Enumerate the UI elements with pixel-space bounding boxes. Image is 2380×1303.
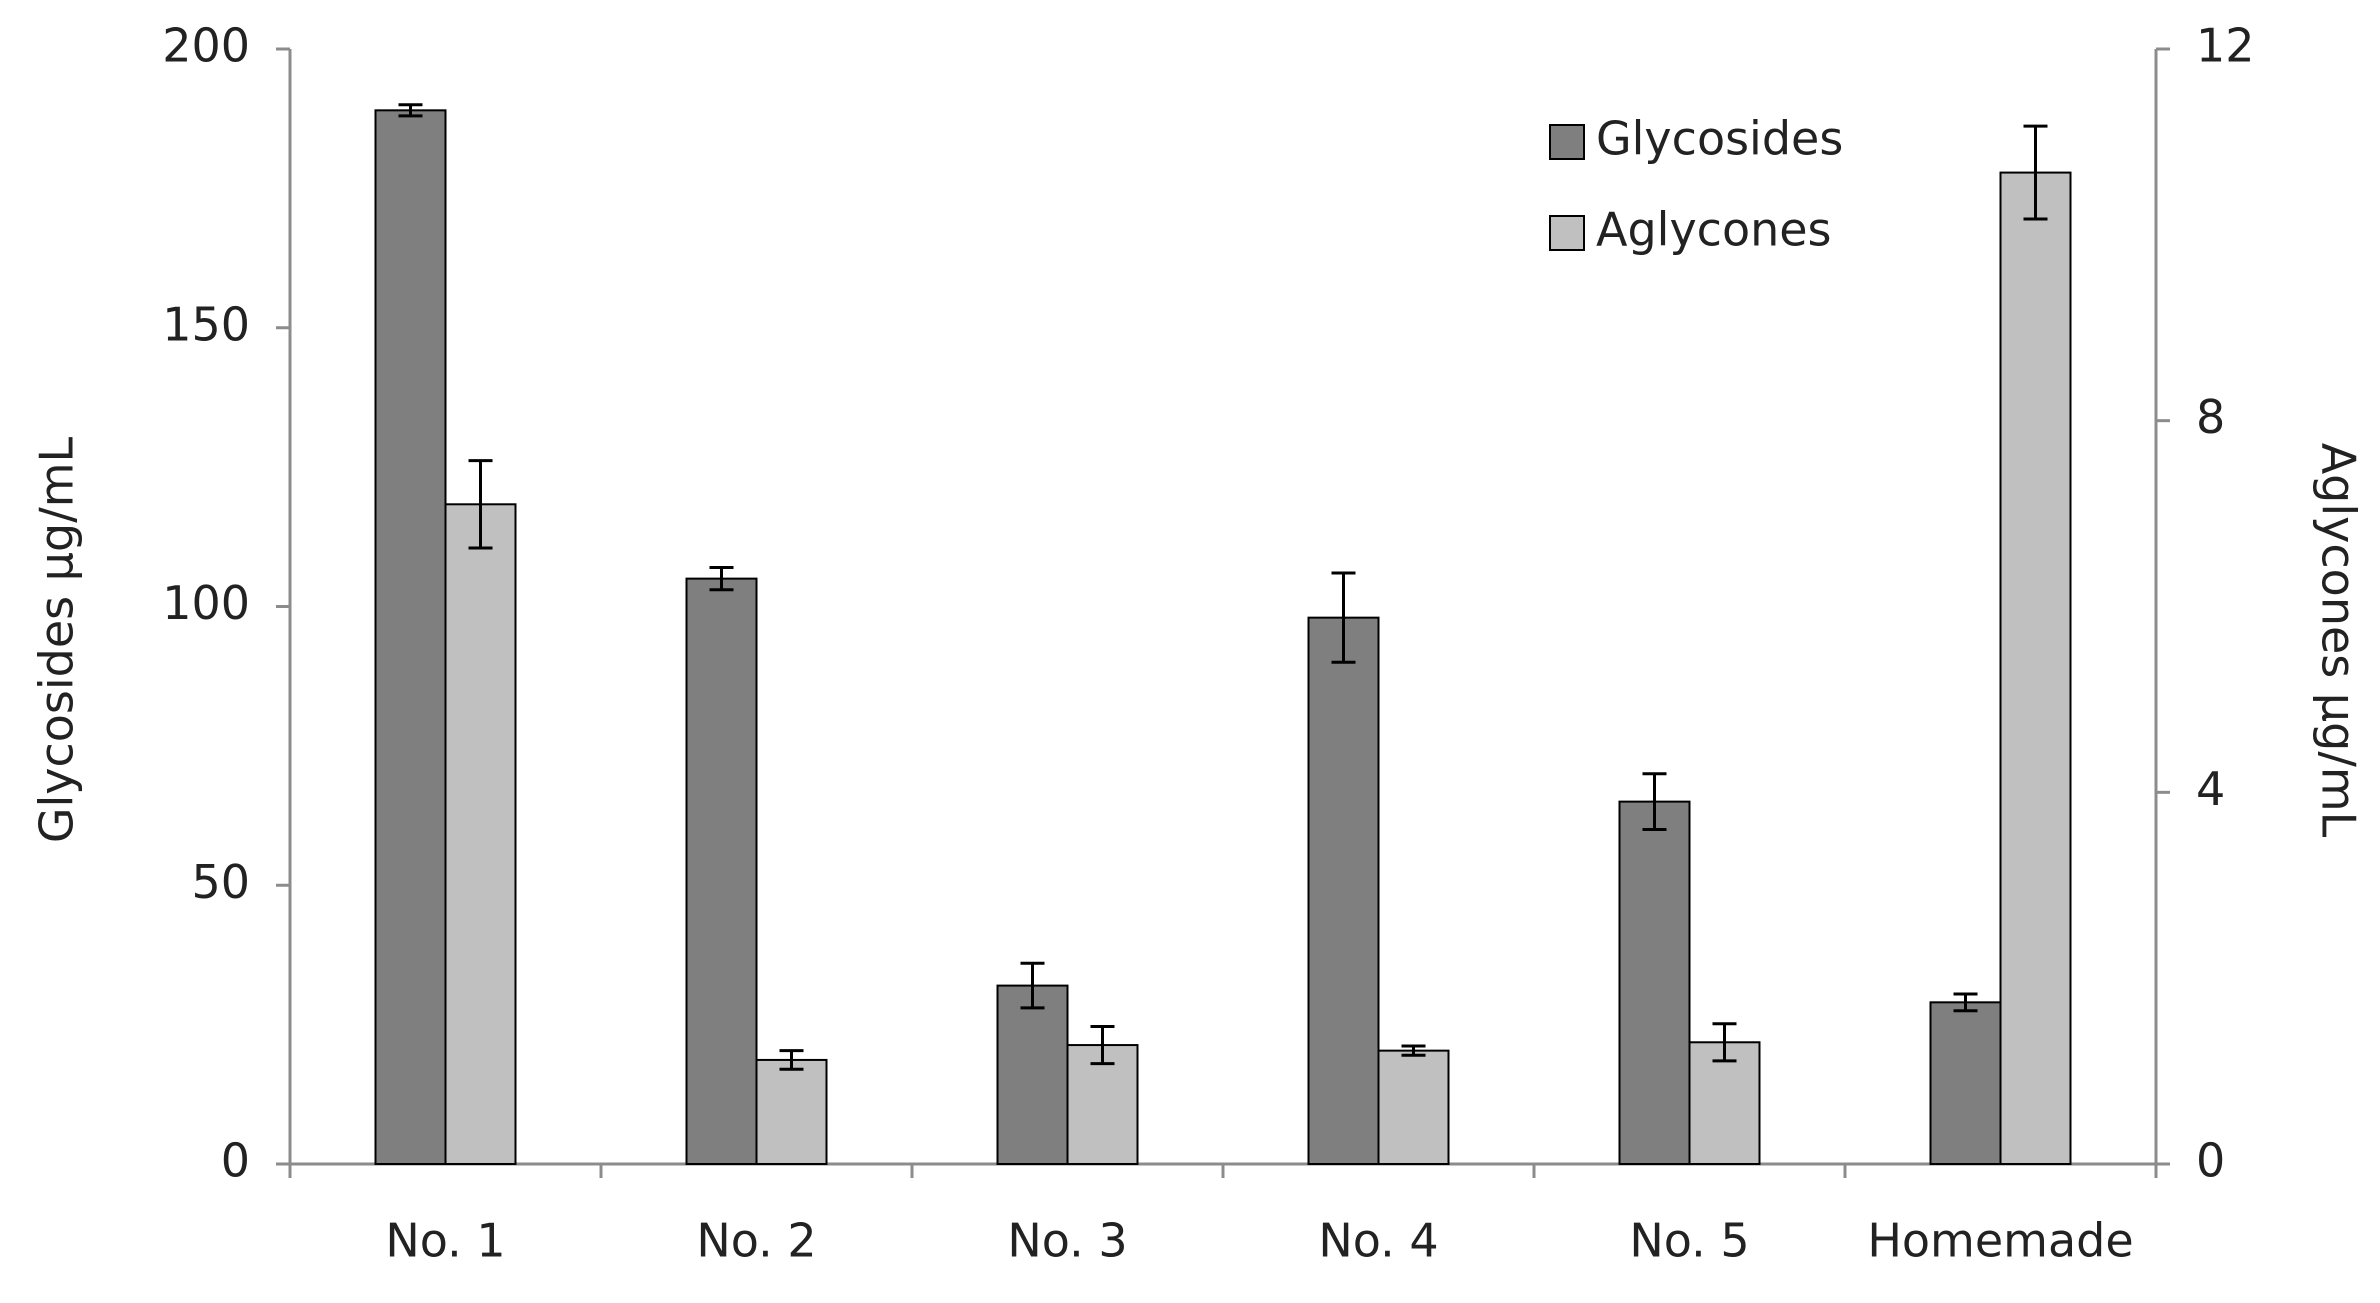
error-bar	[1712, 1022, 1737, 1063]
bar	[1377, 1049, 1450, 1166]
x-tick-label: No. 1	[385, 1214, 505, 1268]
legend-swatch	[1549, 215, 1585, 251]
bar	[996, 984, 1069, 1165]
legend-label: Aglycones	[1596, 203, 1832, 257]
y-axis-title: Glycosides µg/mL	[30, 436, 84, 843]
error-bar	[1953, 992, 1978, 1013]
error-bar	[709, 565, 734, 592]
bar	[1618, 800, 1691, 1165]
y2-tick-label: 4	[2196, 762, 2225, 816]
error-bar	[1090, 1024, 1115, 1066]
y-tick-label: 0	[221, 1134, 250, 1188]
bar	[755, 1058, 828, 1166]
x-tick-label: No. 3	[1007, 1214, 1127, 1268]
error-bar	[398, 103, 423, 118]
y-tick-label: 150	[162, 297, 250, 351]
bar	[444, 503, 517, 1165]
error-bar	[1020, 961, 1045, 1010]
bar	[685, 577, 758, 1165]
y-tick-label: 50	[191, 855, 250, 909]
bar	[1929, 1001, 2002, 1166]
bar	[1999, 171, 2072, 1165]
bar	[1307, 616, 1380, 1165]
bar	[1688, 1041, 1761, 1166]
bar	[374, 109, 447, 1166]
y2-tick-label: 12	[2196, 19, 2255, 73]
error-bar	[779, 1049, 804, 1071]
y2-tick-label: 8	[2196, 390, 2225, 444]
y2-axis-title: Aglycones µg/mL	[2312, 443, 2366, 838]
y-tick-label: 100	[162, 576, 250, 630]
x-tick-label: Homemade	[1867, 1214, 2133, 1268]
error-bar	[2023, 124, 2048, 221]
y2-tick-label: 0	[2196, 1134, 2225, 1188]
x-tick-label: No. 5	[1629, 1214, 1749, 1268]
error-bar	[468, 459, 493, 550]
error-bar	[1401, 1044, 1426, 1057]
legend-swatch	[1549, 124, 1585, 160]
error-bar	[1331, 571, 1356, 664]
error-bar	[1642, 772, 1667, 831]
y-tick-label: 200	[162, 19, 250, 73]
x-tick-label: No. 2	[696, 1214, 816, 1268]
x-tick-label: No. 4	[1318, 1214, 1438, 1268]
legend-label: Glycosides	[1596, 112, 1843, 166]
